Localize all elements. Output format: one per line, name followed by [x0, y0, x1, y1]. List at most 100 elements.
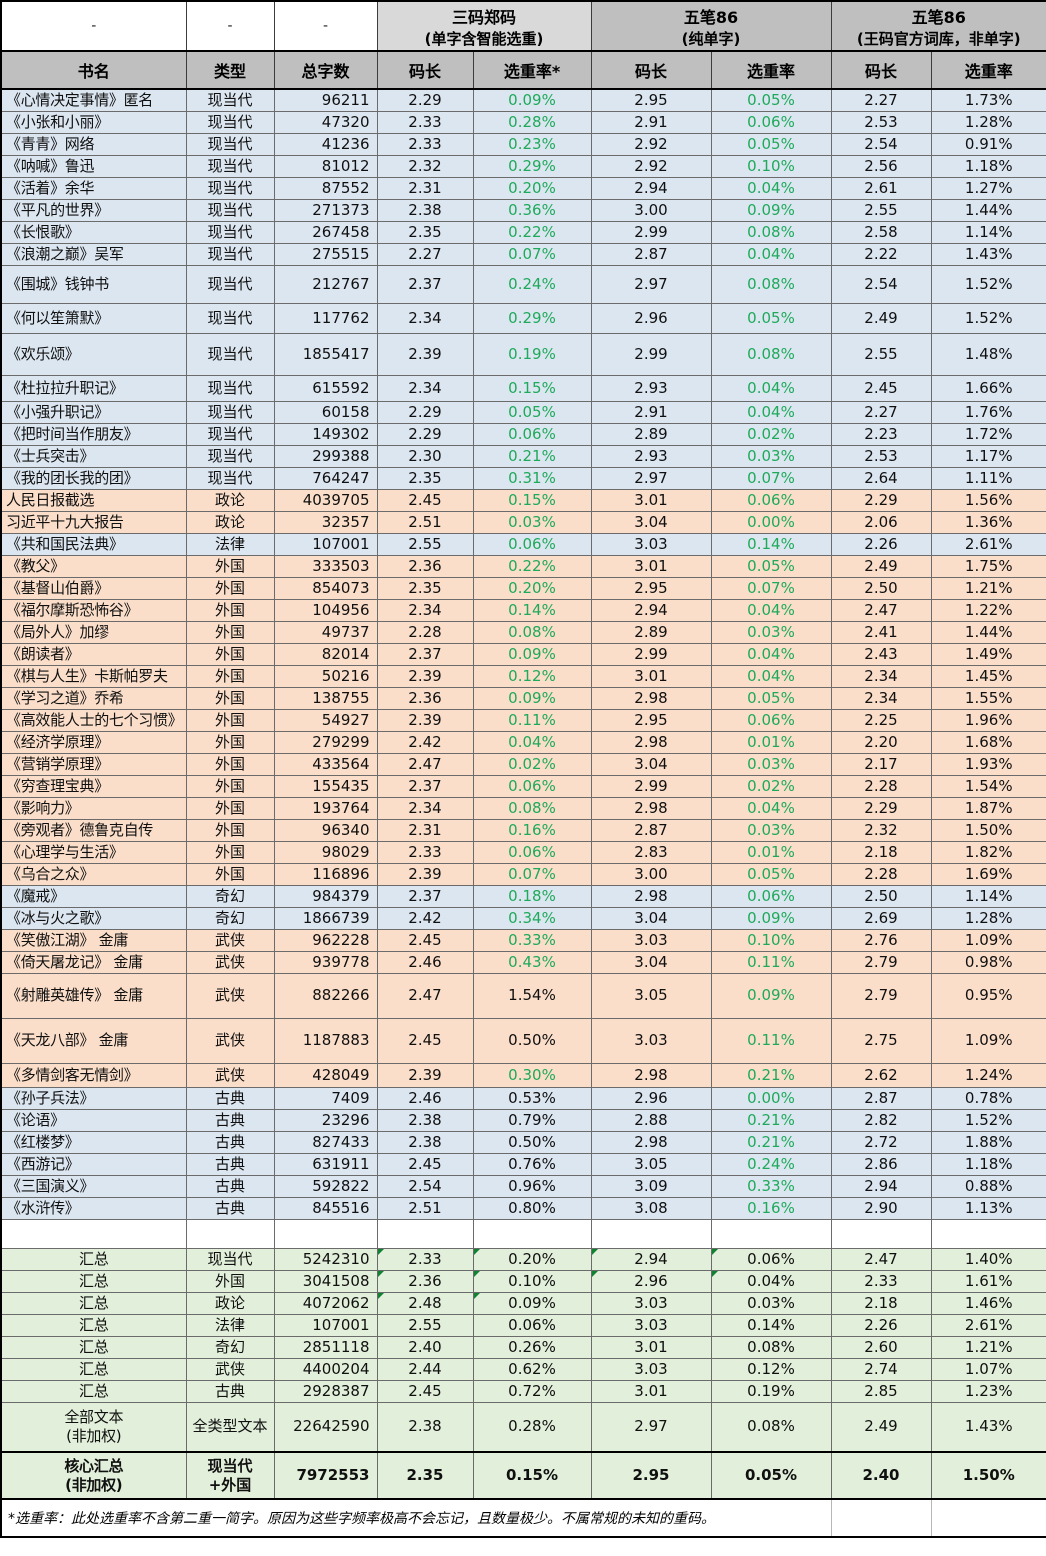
cell-wubi-single-dup-rate[interactable]: 0.10%: [710, 928, 832, 952]
cell-wubi-dict-code-length[interactable]: 2.27: [830, 400, 932, 424]
cell-wubi-single-code-length[interactable]: 2.99: [590, 220, 712, 244]
col-header-wubi-dict-dup-rate[interactable]: 选重率: [930, 50, 1046, 90]
cell-wubi-single-code-length[interactable]: 3.03: [590, 1313, 712, 1337]
cell-char-count[interactable]: 428049: [273, 1062, 378, 1088]
cell-wubi-dict-code-length[interactable]: 2.62: [830, 1062, 932, 1088]
cell-zhengma-code-length[interactable]: 2.35: [376, 576, 474, 600]
cell-wubi-single-dup-rate[interactable]: 0.05%: [710, 88, 832, 112]
cell-wubi-dict-dup-rate[interactable]: 1.54%: [930, 774, 1046, 798]
cell-zhengma-dup-rate[interactable]: 0.21%: [472, 444, 592, 468]
cell-wubi-single-code-length[interactable]: 2.91: [590, 110, 712, 134]
cell-wubi-single-code-length[interactable]: 2.99: [590, 642, 712, 666]
cell-category[interactable]: 古典: [185, 1086, 275, 1110]
cell-book-name[interactable]: 《教父》: [0, 554, 187, 578]
cell-wubi-dict-code-length[interactable]: 2.64: [830, 466, 932, 490]
cell-char-count[interactable]: 212767: [273, 264, 378, 304]
cell-zhengma-code-length[interactable]: 2.39: [376, 862, 474, 886]
cell-zhengma-code-length[interactable]: [376, 1218, 474, 1249]
cell-wubi-dict-code-length[interactable]: 2.41: [830, 620, 932, 644]
cell-char-count[interactable]: 193764: [273, 796, 378, 820]
cell-wubi-single-dup-rate[interactable]: 0.08%: [710, 264, 832, 304]
cell-zhengma-dup-rate[interactable]: [472, 1218, 592, 1249]
cell-book-name[interactable]: 《欢乐颂》: [0, 332, 187, 376]
cell-wubi-single-code-length[interactable]: 3.03: [590, 1357, 712, 1381]
cell-category[interactable]: 古典: [185, 1130, 275, 1154]
cell-zhengma-dup-rate[interactable]: 0.76%: [472, 1152, 592, 1176]
col-header-book-name[interactable]: 书名: [0, 50, 187, 90]
cell-wubi-single-dup-rate[interactable]: [710, 1218, 832, 1249]
cell-category[interactable]: 政论: [185, 1291, 275, 1315]
cell-wubi-single-code-length[interactable]: 3.04: [590, 510, 712, 534]
cell-wubi-single-code-length[interactable]: 3.03: [590, 532, 712, 556]
cell-zhengma-code-length[interactable]: 2.42: [376, 906, 474, 930]
cell-wubi-dict-code-length[interactable]: 2.69: [830, 906, 932, 930]
cell-wubi-single-dup-rate[interactable]: 0.04%: [710, 176, 832, 200]
cell-book-name[interactable]: 汇总: [0, 1379, 187, 1403]
cell-wubi-single-code-length[interactable]: 3.08: [590, 1196, 712, 1220]
cell-wubi-dict-dup-rate[interactable]: 1.18%: [930, 154, 1046, 178]
cell-char-count[interactable]: 116896: [273, 862, 378, 886]
cell-zhengma-dup-rate[interactable]: 0.96%: [472, 1174, 592, 1198]
cell-wubi-single-dup-rate[interactable]: 0.08%: [710, 332, 832, 376]
cell-zhengma-code-length[interactable]: 2.48: [376, 1291, 474, 1315]
cell-zhengma-code-length[interactable]: 2.35: [376, 1451, 474, 1500]
cell-wubi-single-code-length[interactable]: 3.09: [590, 1174, 712, 1198]
cell-wubi-single-dup-rate[interactable]: 0.04%: [710, 400, 832, 424]
cell-wubi-dict-dup-rate[interactable]: 1.44%: [930, 620, 1046, 644]
cell-wubi-single-code-length[interactable]: 2.87: [590, 242, 712, 266]
cell-wubi-dict-code-length[interactable]: 2.56: [830, 154, 932, 178]
cell-wubi-dict-dup-rate[interactable]: 1.49%: [930, 642, 1046, 666]
cell-category[interactable]: 武侠: [185, 928, 275, 952]
cell-book-name[interactable]: 《魔戒》: [0, 884, 187, 908]
cell-wubi-dict-dup-rate[interactable]: 1.21%: [930, 576, 1046, 600]
cell-book-name[interactable]: 汇总: [0, 1269, 187, 1293]
cell-zhengma-code-length[interactable]: 2.55: [376, 532, 474, 556]
cell-wubi-dict-code-length[interactable]: 2.18: [830, 840, 932, 864]
cell-category[interactable]: 现当代 +外国: [185, 1451, 275, 1500]
cell-wubi-dict-dup-rate[interactable]: 1.88%: [930, 1130, 1046, 1154]
cell-wubi-dict-dup-rate[interactable]: 1.52%: [930, 302, 1046, 334]
cell-wubi-single-dup-rate[interactable]: 0.02%: [710, 774, 832, 798]
cell-wubi-single-code-length[interactable]: 3.05: [590, 972, 712, 1019]
col-header-wubi-single-code-length[interactable]: 码长: [590, 50, 712, 90]
cell-wubi-single-code-length[interactable]: 2.95: [590, 1451, 712, 1500]
cell-zhengma-code-length[interactable]: 2.31: [376, 176, 474, 200]
cell-char-count[interactable]: 1866739: [273, 906, 378, 930]
cell-zhengma-dup-rate[interactable]: 0.06%: [472, 840, 592, 864]
cell-zhengma-dup-rate[interactable]: 0.23%: [472, 132, 592, 156]
cell-book-name[interactable]: 《高效能人士的七个习惯》: [0, 708, 187, 732]
cell-category[interactable]: 奇幻: [185, 906, 275, 930]
cell-wubi-single-dup-rate[interactable]: 0.14%: [710, 1313, 832, 1337]
cell-zhengma-code-length[interactable]: 2.33: [376, 1247, 474, 1271]
cell-wubi-dict-dup-rate[interactable]: 1.24%: [930, 1062, 1046, 1088]
cell-zhengma-code-length[interactable]: 2.36: [376, 554, 474, 578]
cell-wubi-dict-code-length[interactable]: 2.82: [830, 1108, 932, 1132]
cell-wubi-single-dup-rate[interactable]: 0.05%: [710, 686, 832, 710]
cell-wubi-single-code-length[interactable]: 2.99: [590, 332, 712, 376]
cell-wubi-single-dup-rate[interactable]: 0.16%: [710, 1196, 832, 1220]
cell-wubi-dict-dup-rate[interactable]: 1.73%: [930, 88, 1046, 112]
cell-zhengma-dup-rate[interactable]: 0.15%: [472, 1451, 592, 1500]
cell-category[interactable]: 武侠: [185, 972, 275, 1019]
cell-book-name[interactable]: 《乌合之众》: [0, 862, 187, 886]
corner-cell-book-name[interactable]: -: [0, 0, 187, 52]
cell-category[interactable]: 外国: [185, 818, 275, 842]
cell-char-count[interactable]: 5242310: [273, 1247, 378, 1271]
cell-wubi-single-code-length[interactable]: 2.98: [590, 1062, 712, 1088]
cell-zhengma-code-length[interactable]: 2.37: [376, 884, 474, 908]
cell-wubi-dict-dup-rate[interactable]: 1.23%: [930, 1379, 1046, 1403]
cell-book-name[interactable]: [0, 1218, 187, 1249]
cell-wubi-dict-dup-rate[interactable]: 1.28%: [930, 110, 1046, 134]
cell-wubi-dict-dup-rate[interactable]: 1.56%: [930, 488, 1046, 512]
cell-category[interactable]: 现当代: [185, 466, 275, 490]
cell-char-count[interactable]: 827433: [273, 1130, 378, 1154]
cell-wubi-dict-code-length[interactable]: 2.49: [830, 1401, 932, 1453]
cell-wubi-dict-code-length[interactable]: 2.26: [830, 532, 932, 556]
cell-category[interactable]: 外国: [185, 774, 275, 798]
cell-char-count[interactable]: 82014: [273, 642, 378, 666]
cell-zhengma-dup-rate[interactable]: 0.28%: [472, 1401, 592, 1453]
cell-book-name[interactable]: 《呐喊》鲁迅: [0, 154, 187, 178]
cell-wubi-dict-dup-rate[interactable]: 1.36%: [930, 510, 1046, 534]
cell-zhengma-code-length[interactable]: 2.38: [376, 1130, 474, 1154]
cell-char-count[interactable]: 882266: [273, 972, 378, 1019]
